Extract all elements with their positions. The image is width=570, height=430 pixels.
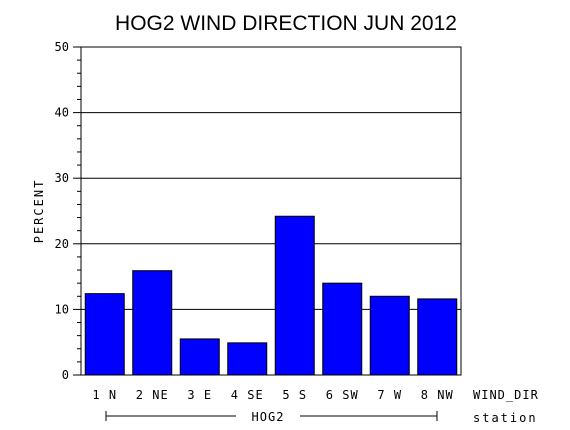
bar-2 [132, 270, 173, 376]
x-tick-label: 5 S [282, 388, 307, 402]
bars [84, 215, 458, 376]
x-tick-label: 4 SE [231, 388, 264, 402]
station-label: station [473, 411, 538, 425]
y-tick-label: 10 [55, 302, 69, 316]
bar-7 [369, 295, 410, 376]
y-axis-label: PERCENT [32, 179, 46, 244]
y-tick-label: 50 [55, 40, 69, 54]
y-tick-label: 0 [62, 368, 69, 382]
y-tick-label: 20 [55, 237, 69, 251]
bar-6 [322, 282, 363, 376]
bar-8 [417, 298, 458, 376]
x-axis-label: WIND_DIR [473, 388, 539, 402]
chart-title: HOG2 WIND DIRECTION JUN 2012 [115, 12, 457, 35]
group-bracket: HOG2 [105, 410, 438, 424]
bar-1 [84, 293, 125, 376]
x-tick-label: 2 NE [136, 388, 169, 402]
x-axis: 1 N 2 NE 3 E 4 SE 5 S 6 SW 7 W 8 NW [92, 388, 454, 402]
x-tick-label: 8 NW [421, 388, 454, 402]
x-tick-label: 7 W [377, 388, 402, 402]
plot-frame [80, 46, 462, 376]
x-tick-label: 6 SW [326, 388, 359, 402]
y-tick-label: 30 [55, 171, 69, 185]
bar-5 [274, 215, 315, 376]
group-name: HOG2 [252, 410, 285, 424]
y-tick-label: 40 [55, 106, 69, 120]
bar-4 [227, 342, 268, 376]
grid-lines [81, 46, 461, 310]
x-tick-label: 3 E [187, 388, 212, 402]
y-axis: 0 10 20 30 40 50 [55, 40, 81, 382]
x-tick-label: 1 N [92, 388, 117, 402]
bar-3 [179, 338, 220, 376]
